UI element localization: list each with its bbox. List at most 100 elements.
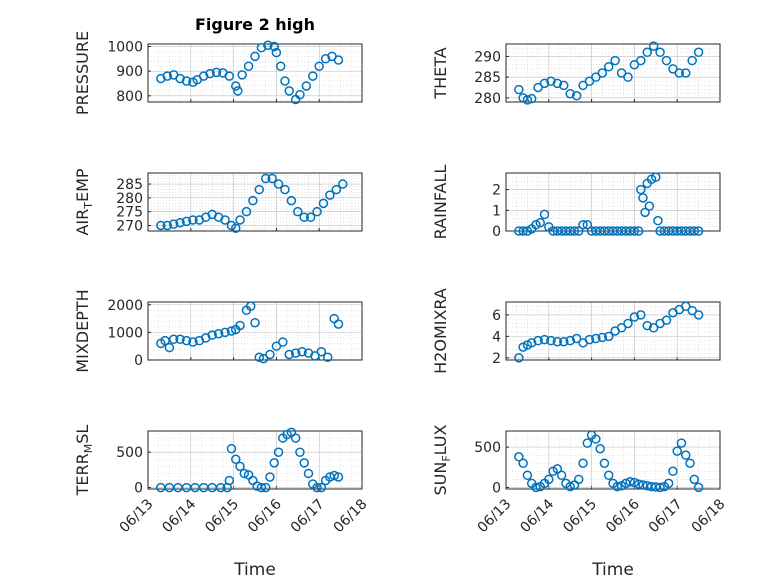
data-point (252, 481, 262, 491)
data-point (539, 78, 550, 89)
data-point (260, 482, 271, 493)
data-point (265, 472, 275, 482)
data-point (263, 40, 273, 50)
data-point (284, 86, 294, 96)
data-point (625, 477, 635, 487)
data-point (565, 481, 575, 492)
data-point (655, 482, 665, 493)
data-point (312, 482, 322, 493)
data-point (610, 55, 620, 66)
data-point (273, 447, 284, 457)
data-point (299, 212, 309, 222)
data-point (603, 331, 614, 342)
x-tick-label: 06/16 (603, 496, 643, 536)
data-point (318, 198, 329, 209)
data-point (552, 336, 563, 347)
data-point (616, 323, 627, 333)
panel-terr-msl: 0 500 TERRMSL 06/13 06/14 06/15 06/16 06/17 06/1… (73, 425, 370, 580)
data-point (578, 458, 588, 468)
data-point (188, 337, 198, 347)
data-point (280, 76, 290, 86)
data-point (636, 310, 646, 320)
data-point (633, 226, 644, 236)
axes-frame (505, 430, 721, 490)
data-point (636, 184, 646, 195)
data-point (603, 470, 614, 481)
y-tick-label: 285 (474, 70, 501, 86)
data-point (226, 326, 237, 336)
data-point (597, 332, 608, 343)
y-tick-label: 290 (474, 49, 501, 65)
data-point (312, 206, 322, 217)
data-point (638, 480, 648, 490)
y-axis-title: RAINFALL (431, 165, 450, 240)
data-point (681, 68, 691, 78)
x-tick-label: 06/16 (245, 496, 285, 536)
data-point (254, 352, 265, 362)
data-point (284, 349, 294, 360)
data-point (514, 353, 524, 363)
data-point (220, 215, 230, 225)
data-point (599, 458, 610, 468)
data-point (245, 301, 256, 311)
data-point (668, 466, 678, 477)
data-point (591, 333, 601, 344)
data-point (220, 327, 230, 338)
axes-background (147, 172, 363, 232)
data-point (556, 470, 567, 481)
y-tick-label: 500 (116, 445, 143, 461)
x-tick-label: 06/18 (689, 496, 729, 536)
y-tick-label: 0 (134, 481, 143, 497)
x-tick-label: 06/13 (475, 496, 515, 536)
data-point (301, 81, 312, 91)
data-point (668, 64, 678, 74)
data-point (168, 334, 179, 345)
y-tick-label: 270 (116, 218, 143, 234)
data-point (546, 76, 556, 87)
data-point (316, 346, 327, 357)
data-point (293, 206, 303, 217)
y-tick-label: 0 (492, 480, 501, 496)
data-point (175, 334, 185, 345)
data-point (693, 47, 704, 58)
data-point (286, 195, 297, 206)
data-point (603, 62, 614, 72)
data-point (230, 223, 241, 233)
data-point (565, 335, 575, 346)
data-point (333, 472, 344, 482)
data-point (297, 346, 307, 357)
data-point (207, 330, 217, 340)
data-point (672, 446, 682, 456)
x-tick-label: 06/17 (646, 496, 686, 536)
data-point (636, 55, 646, 66)
axes-frame (147, 301, 363, 361)
x-tick-label: 06/18 (331, 496, 371, 536)
data-point (243, 61, 254, 71)
y-tick-label: 0 (492, 224, 501, 240)
data-point (269, 458, 280, 468)
data-point (514, 84, 524, 95)
data-point (299, 458, 309, 468)
x-axis-title: Time (233, 560, 276, 580)
x-axis-title: Time (591, 560, 634, 580)
data-point (533, 335, 543, 346)
data-point (648, 41, 659, 51)
data-point (565, 88, 575, 99)
data-point (676, 438, 687, 448)
y-tick-label: 900 (116, 64, 143, 80)
data-point (661, 55, 672, 66)
data-point (213, 329, 224, 339)
data-point (518, 458, 528, 468)
data-point (571, 333, 582, 344)
data-point (653, 215, 663, 226)
data-point (230, 81, 241, 91)
data-point (168, 219, 179, 229)
data-point (629, 477, 640, 488)
data-point (526, 338, 537, 348)
data-point (280, 184, 290, 195)
axes-frame (505, 301, 721, 361)
data-point (582, 220, 593, 230)
data-point (308, 71, 318, 81)
figure-title: Figure 2 high (195, 15, 315, 34)
data-point (248, 195, 258, 206)
